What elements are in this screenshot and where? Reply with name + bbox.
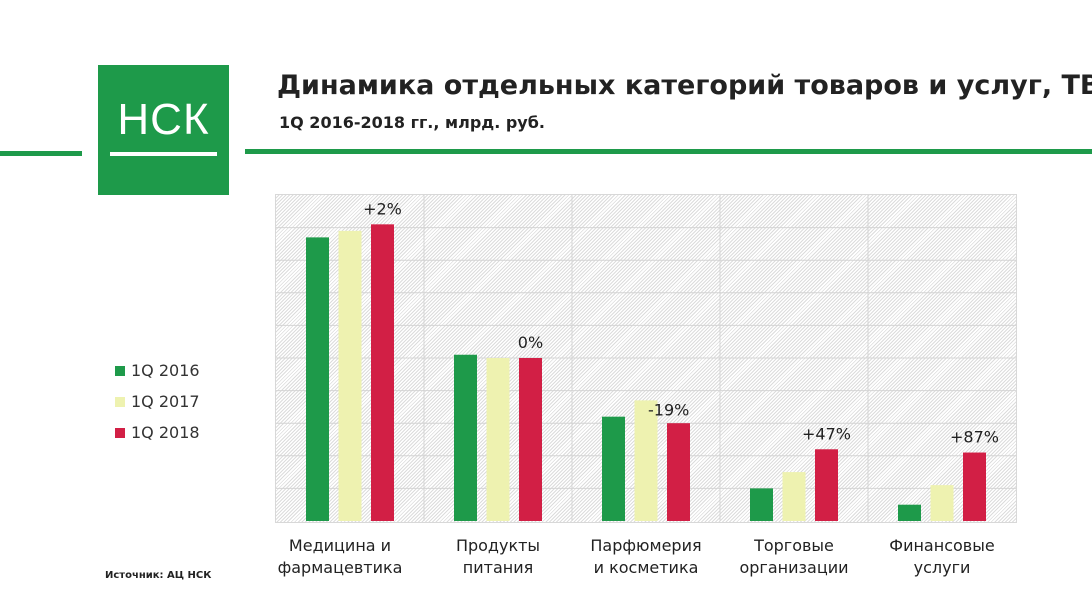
chart-title: Динамика отдельных категорий товаров и у…	[277, 70, 1092, 101]
divider-left	[0, 151, 82, 156]
logo-text: НСК	[117, 95, 210, 144]
category-label-line: Медицина и	[288, 536, 392, 555]
category-label-line: организации	[739, 558, 849, 577]
bar-1q-2018	[371, 224, 394, 521]
logo-underline	[110, 152, 217, 156]
bar-1q-2017	[486, 358, 510, 521]
legend-label: 1Q 2018	[131, 423, 200, 442]
bar-1q-2017	[634, 400, 658, 521]
data-label: +47%	[802, 424, 851, 443]
bar-1q-2016	[602, 416, 625, 521]
category-label-line: фармацевтика	[277, 558, 403, 577]
logo: НСК	[98, 65, 229, 195]
category-label: Продукты питания	[423, 535, 573, 579]
category-label: Медицина и фармацевтика	[265, 535, 415, 579]
bar-1q-2018	[667, 423, 690, 521]
category-label: Парфюмерия и косметика	[571, 535, 721, 579]
data-label: 0%	[518, 333, 543, 352]
legend-item: 1Q 2017	[115, 392, 200, 411]
category-label-line: питания	[462, 558, 534, 577]
category-label-line: Парфюмерия	[590, 536, 702, 555]
bar-1q-2018	[519, 358, 542, 521]
bar-1q-2016	[898, 504, 921, 521]
data-label: -19%	[648, 400, 689, 419]
category-label-line: Продукты	[455, 536, 541, 555]
bar-1q-2018	[815, 449, 838, 521]
source-note: Источник: АЦ НСК	[105, 570, 212, 581]
bar-1q-2016	[306, 237, 329, 521]
category-label-line: Торговые	[754, 536, 834, 555]
bar-1q-2016	[750, 488, 773, 521]
legend-swatch	[115, 427, 125, 438]
bar-1q-2017	[930, 485, 954, 521]
bar-1q-2016	[454, 354, 477, 521]
category-label-line: услуги	[913, 558, 971, 577]
bar-1q-2017	[782, 472, 806, 521]
legend-swatch	[115, 396, 125, 407]
category-label: Торговые организации	[719, 535, 869, 579]
legend-label: 1Q 2016	[131, 361, 200, 380]
bar-1q-2017	[338, 230, 362, 522]
category-label: Финансовые услуги	[867, 535, 1017, 579]
legend-item: 1Q 2016	[115, 361, 200, 380]
divider-right	[245, 149, 1092, 154]
data-label: +87%	[950, 428, 999, 447]
legend-item: 1Q 2018	[115, 423, 200, 442]
legend-label: 1Q 2017	[131, 392, 200, 411]
data-label: +2%	[363, 199, 402, 218]
category-label-line: и косметика	[593, 558, 699, 577]
chart-subtitle: 1Q 2016-2018 гг., млрд. руб.	[279, 113, 545, 132]
category-label-line: Финансовые	[889, 536, 995, 555]
legend-swatch	[115, 365, 125, 376]
bar-1q-2018	[963, 452, 986, 521]
